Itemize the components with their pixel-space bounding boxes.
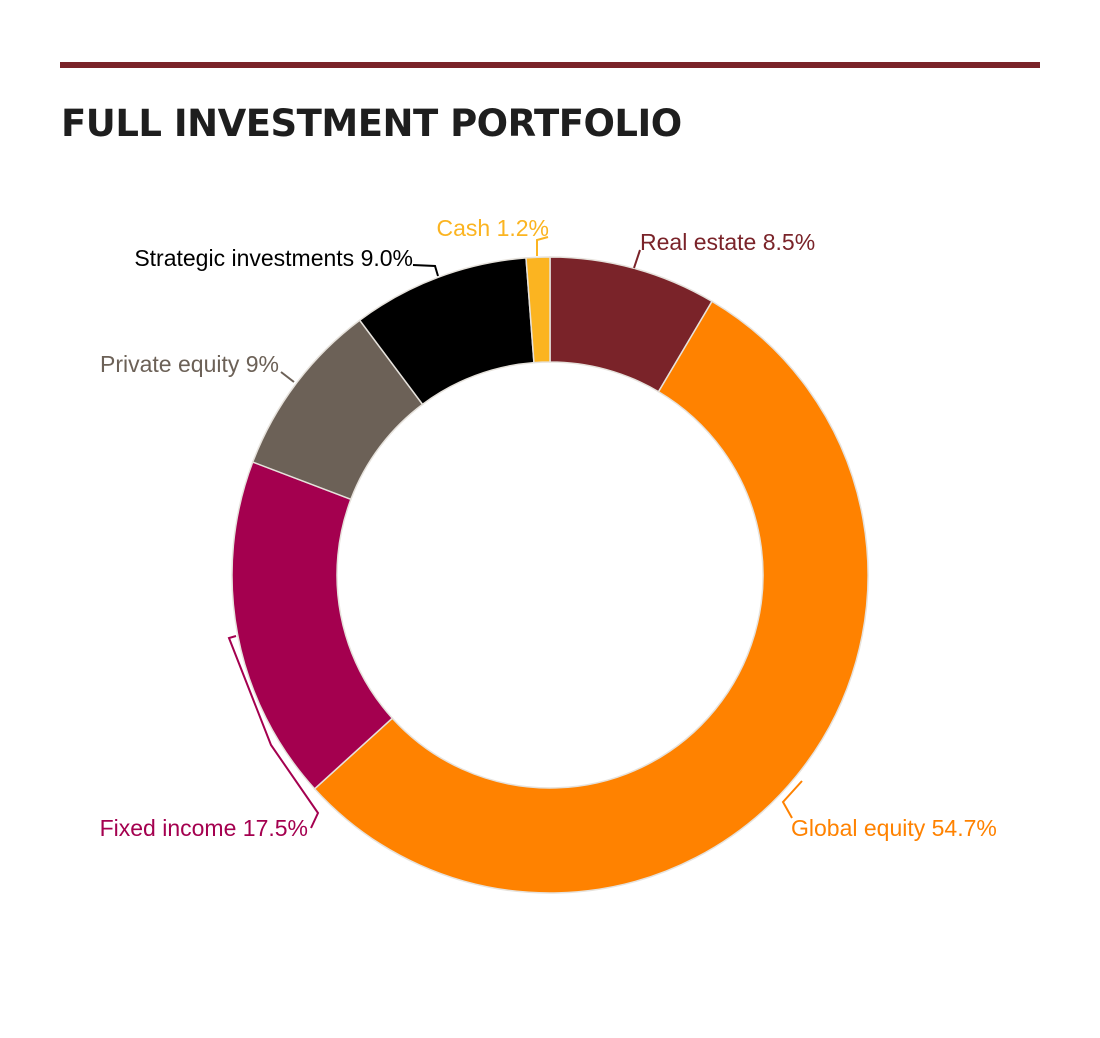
slice-labels: Real estate 8.5% Global equity 54.7% Fixed…	[100, 215, 997, 841]
page-title: FULL INVESTMENT PORTFOLIO	[61, 102, 682, 145]
leader-private-equity	[280, 371, 295, 383]
label-leader-lines	[227, 236, 803, 829]
label-private-equity: Private equity 9%	[100, 351, 279, 377]
donut-slices	[231, 256, 869, 894]
slice-global-equity	[313, 300, 869, 894]
leader-real-estate	[633, 249, 641, 269]
leader-fixed-income	[227, 635, 320, 829]
label-real-estate: Real estate 8.5%	[640, 229, 815, 255]
label-cash: Cash 1.2%	[436, 215, 549, 241]
slice-fixed-income	[231, 461, 394, 790]
label-strategic-investments: Strategic investments 9.0%	[134, 245, 413, 271]
label-global-equity: Global equity 54.7%	[791, 815, 997, 841]
header-rule	[60, 62, 1040, 68]
leader-global-equity	[781, 780, 803, 819]
leader-strategic-investments	[412, 264, 439, 277]
leader-cash	[536, 236, 549, 256]
slice-cash	[525, 256, 551, 364]
label-fixed-income: Fixed income 17.5%	[100, 815, 308, 841]
